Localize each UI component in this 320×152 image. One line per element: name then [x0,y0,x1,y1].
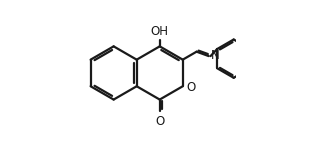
Text: N: N [211,49,220,62]
Text: O: O [186,81,195,94]
Text: O: O [156,115,165,128]
Text: OH: OH [151,25,169,38]
